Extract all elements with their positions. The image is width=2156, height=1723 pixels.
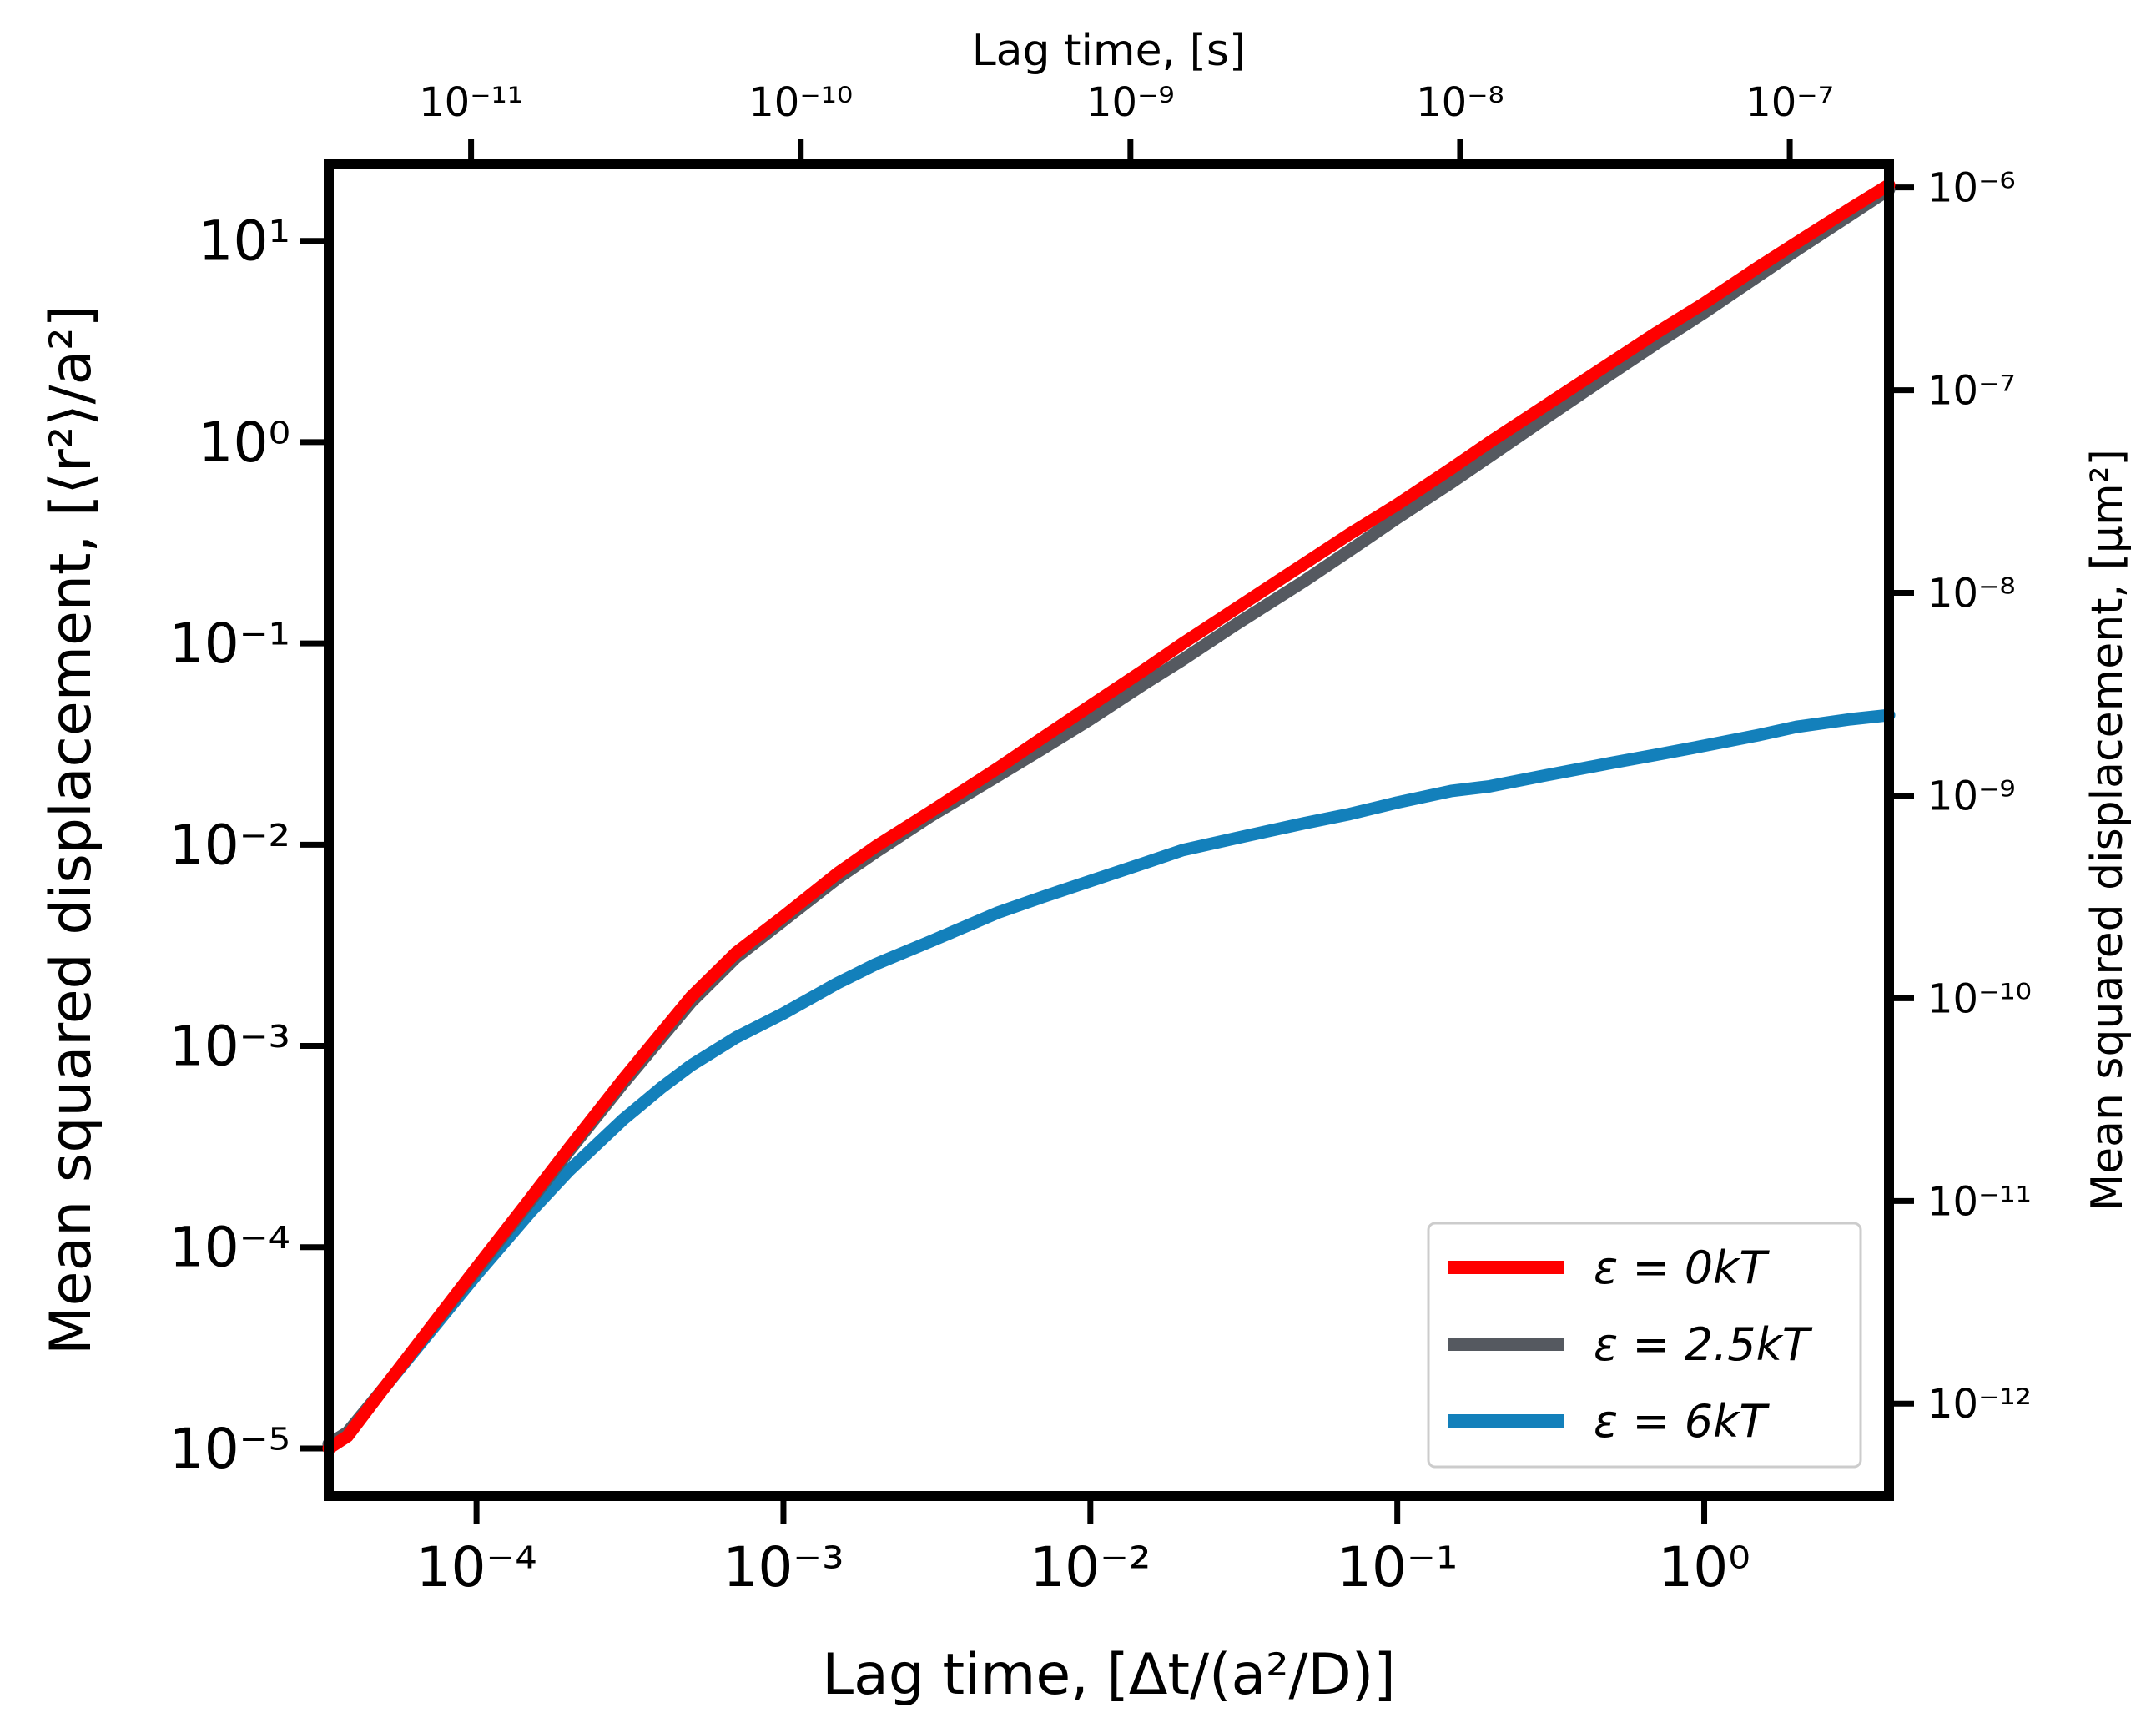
x2-tick-label-3: 10⁻⁸ (1416, 79, 1504, 126)
x-tick-label-3: 10⁻¹ (1337, 1535, 1458, 1600)
right-y-axis-label: Mean squared displacement, [μm²] (2083, 449, 2133, 1212)
y-tick-label-3: 10⁻² (169, 813, 290, 877)
x-tick-label-0: 10⁻⁴ (416, 1535, 536, 1600)
y2-tick-label-3: 10⁻⁹ (1927, 773, 2016, 819)
y2-tick-label-2: 10⁻¹⁰ (1927, 975, 2032, 1022)
x-tick-label-1: 10⁻³ (723, 1535, 844, 1600)
x2-tick-label-1: 10⁻¹⁰ (748, 79, 853, 126)
legend-label-0: ε = 0kT (1594, 1242, 1770, 1294)
legend-label-2: ε = 6kT (1594, 1395, 1770, 1448)
y2-tick-label-0: 10⁻¹² (1927, 1381, 2032, 1428)
y2-tick-label-1: 10⁻¹¹ (1927, 1178, 2032, 1225)
bottom-x-ticks: 10⁻⁴ 10⁻³ 10⁻² 10⁻¹ 10⁰ (416, 1496, 1750, 1600)
plot-frame (324, 159, 1894, 1501)
top-x-ticks: 10⁻¹¹ 10⁻¹⁰ 10⁻⁹ 10⁻⁸ 10⁻⁷ (419, 79, 1834, 164)
series-line-0 (322, 179, 1896, 1455)
y-tick-label-6: 10¹ (199, 209, 290, 274)
x2-tick-label-4: 10⁻⁷ (1745, 79, 1834, 126)
legend-label-1: ε = 2.5kT (1594, 1318, 1813, 1371)
y2-tick-label-6: 10⁻⁶ (1927, 165, 2016, 212)
legend-box (1427, 1222, 1862, 1469)
x-tick-label-2: 10⁻² (1030, 1535, 1151, 1600)
x2-tick-label-0: 10⁻¹¹ (419, 79, 523, 126)
x-tick-label-4: 10⁰ (1658, 1535, 1750, 1600)
top-x-axis-label: Lag time, [s] (972, 26, 1247, 76)
right-y-ticks: 10⁻¹² 10⁻¹¹ 10⁻¹⁰ 10⁻⁹ 10⁻⁸ 10⁻⁷ 10⁻⁶ (1889, 165, 2032, 1428)
series-line-2 (322, 708, 1896, 1451)
y2-tick-label-5: 10⁻⁷ (1927, 368, 2016, 415)
y-tick-label-4: 10⁻¹ (169, 612, 290, 676)
x2-tick-label-2: 10⁻⁹ (1086, 79, 1175, 126)
y-axis-label: Mean squared displacement, [⟨r²⟩/a²] (38, 305, 104, 1355)
left-y-ticks: 10⁻⁵ 10⁻⁴ 10⁻³ 10⁻² 10⁻¹ 10⁰ 10¹ (169, 209, 329, 1481)
series-layer (322, 179, 1896, 1455)
x-axis-label: Lag time, [Δt/(a²/D)] (822, 1642, 1396, 1708)
y-tick-label-1: 10⁻⁴ (169, 1216, 290, 1280)
y2-tick-label-4: 10⁻⁸ (1927, 571, 2016, 617)
y-tick-label-0: 10⁻⁵ (169, 1417, 290, 1481)
y-tick-label-5: 10⁰ (199, 411, 290, 475)
legend: ε = 0kT ε = 2.5kT ε = 6kT (1427, 1222, 1862, 1469)
y-tick-label-2: 10⁻³ (169, 1015, 290, 1079)
